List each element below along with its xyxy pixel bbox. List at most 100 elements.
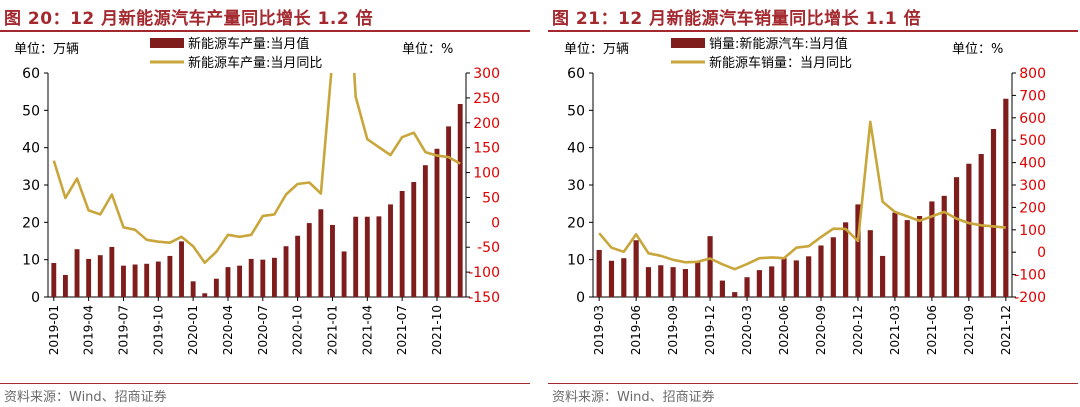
bar	[990, 129, 997, 297]
bar	[97, 255, 103, 297]
bar	[670, 267, 676, 297]
x-tick-label: 2019-01	[47, 305, 61, 355]
x-tick-label: 2019-03	[592, 305, 606, 355]
figure-title: 图 20：12 月新能源汽车产量同比增长 1.2 倍	[4, 9, 374, 29]
bar	[237, 265, 243, 297]
x-tick-label: 2021-07	[395, 305, 409, 355]
y-tick-label-right: 400	[1019, 156, 1046, 172]
bar	[719, 280, 725, 297]
x-tick-label: 2020-10	[291, 305, 305, 355]
source-note: 资料来源：Wind、招商证券	[4, 390, 167, 405]
bar	[295, 235, 301, 297]
bar	[388, 204, 393, 297]
bar	[202, 293, 208, 297]
bar	[167, 255, 173, 297]
bar	[248, 258, 254, 297]
y-tick-label-left: 50	[22, 103, 40, 119]
x-tick-label: 2019-12	[703, 305, 717, 355]
y-tick-label-right: -100	[468, 265, 500, 281]
unit-left-label: 单位：万辆	[564, 42, 629, 57]
bar	[353, 216, 359, 297]
bar	[434, 148, 440, 297]
y-tick-label-right: 100	[1019, 223, 1046, 239]
bar	[732, 292, 738, 297]
y-tick-label-right: -50	[477, 240, 500, 256]
y-tick-label-right: 100	[473, 166, 500, 182]
x-tick-label: 2019-10	[151, 305, 165, 355]
y-tick-label-left: 20	[22, 215, 40, 231]
y-tick-label-left: 40	[22, 141, 40, 157]
bar	[144, 263, 150, 297]
legend-swatch-bar	[671, 38, 705, 48]
x-tick-label: 2020-12	[851, 305, 865, 355]
bar	[892, 212, 898, 297]
y-tick-label-right: 250	[473, 91, 500, 107]
y-tick-label-right: 0	[491, 215, 500, 231]
legend-label-bar: 销量:新能源汽车:当月值	[709, 36, 848, 52]
y-tick-label-right: 0	[1037, 245, 1046, 261]
bar	[695, 261, 701, 297]
bar	[658, 265, 664, 297]
bar	[190, 281, 196, 297]
bar	[855, 204, 861, 297]
y-tick-label-left: 40	[567, 141, 585, 157]
figure-title: 图 21：12 月新能源汽车销量同比增长 1.1 倍	[552, 9, 922, 29]
y-tick-label-right: 500	[1019, 133, 1046, 149]
bar	[446, 126, 452, 298]
y-tick-label-left: 30	[567, 178, 585, 194]
title-rule	[0, 30, 530, 32]
bar	[132, 264, 138, 297]
bar	[155, 261, 161, 297]
bar	[213, 278, 219, 297]
legend-label-bar: 新能源车产量:当月值	[188, 36, 309, 52]
bar	[306, 223, 312, 297]
bar	[457, 103, 463, 297]
y-tick-label-right: 150	[473, 141, 500, 157]
bar	[260, 259, 266, 297]
x-tick-label: 2020-06	[777, 305, 791, 355]
x-tick-label: 2020-09	[814, 305, 828, 355]
bar	[867, 230, 873, 297]
bar	[621, 258, 627, 297]
x-tick-label: 2019-07	[116, 305, 130, 355]
y-tick-label-right: -100	[1014, 268, 1046, 284]
bar	[608, 260, 615, 297]
source-note: 资料来源：Wind、招商证券	[552, 390, 715, 405]
x-tick-label: 2021-04	[360, 305, 374, 355]
y-tick-label-left: 0	[31, 290, 40, 306]
x-tick-label: 2021-03	[888, 305, 902, 355]
x-tick-label: 2021-12	[999, 305, 1013, 355]
bar	[341, 251, 347, 297]
y-tick-label-right: -150	[468, 290, 500, 306]
bar	[769, 266, 775, 297]
bar	[904, 220, 910, 297]
bar	[806, 256, 812, 297]
x-tick-label: 2019-06	[629, 305, 643, 355]
x-tick-label: 2020-04	[221, 305, 235, 355]
bar	[707, 236, 713, 297]
y-tick-label-left: 10	[22, 253, 40, 269]
bar	[121, 265, 126, 297]
bar	[793, 260, 799, 297]
x-tick-label: 2020-01	[186, 305, 200, 355]
bar	[179, 241, 184, 297]
bar	[62, 274, 68, 297]
x-tick-label: 2019-09	[666, 305, 680, 355]
bar	[330, 224, 335, 297]
bar	[744, 277, 750, 297]
y-tick-label-right: -200	[1014, 290, 1046, 306]
y-tick-label-right: 700	[1019, 88, 1046, 104]
unit-right-label: 单位：%	[952, 42, 1003, 57]
legend-swatch-bar	[150, 38, 184, 48]
yoy-line	[52, 73, 461, 264]
y-tick-label-left: 60	[567, 66, 585, 82]
bar	[411, 182, 417, 297]
bar	[318, 209, 324, 297]
y-tick-label-right: 300	[1019, 178, 1046, 194]
bar	[953, 177, 960, 297]
bar	[86, 258, 92, 297]
bar	[109, 246, 115, 297]
bar	[376, 216, 382, 297]
